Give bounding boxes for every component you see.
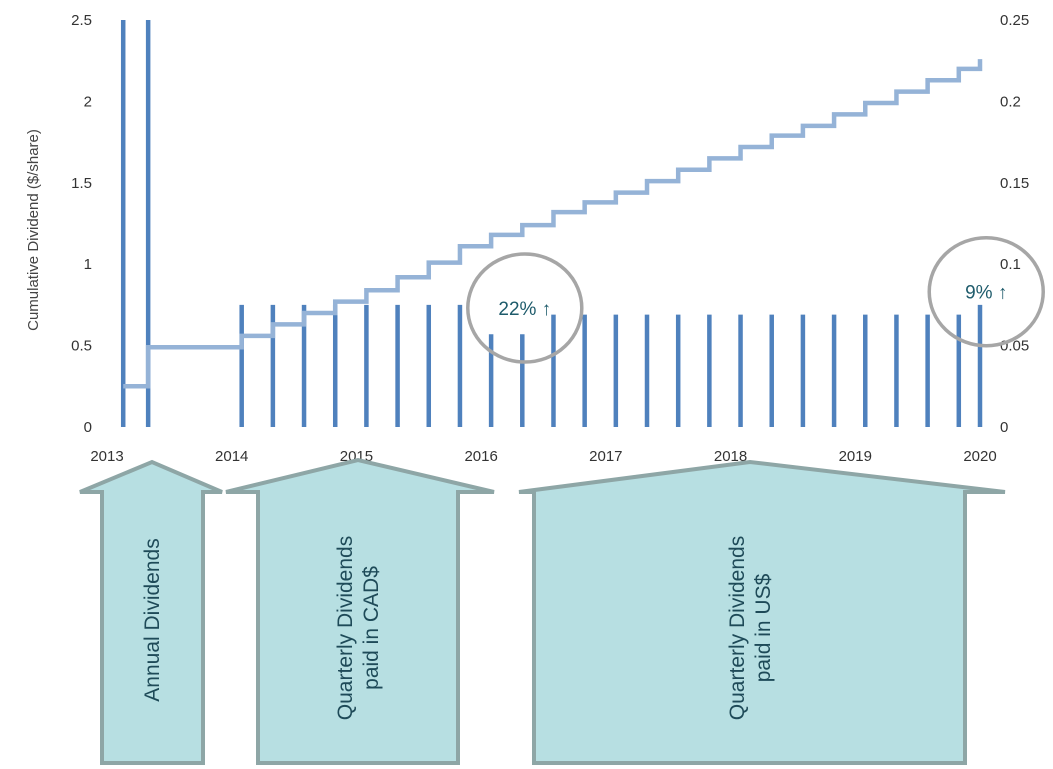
x-tick-label: 2016 (464, 448, 497, 465)
highlight-circle (466, 252, 584, 364)
period-callout: Quarterly Dividends paid in CAD$ (225, 457, 495, 765)
growth-annotation: 9% ↑ (965, 283, 1007, 304)
y-axis-label-left: Cumulative Dividend ($/share) (25, 129, 42, 331)
x-tick-label: 2014 (215, 448, 248, 465)
x-tick-label: 2020 (963, 448, 996, 465)
y-left-tick-label: 0.5 (71, 338, 92, 355)
highlight-circle (927, 235, 1045, 348)
cumulative-dividend-line (123, 59, 983, 389)
x-tick-label: 2018 (714, 448, 747, 465)
annotations: 22% ↑ 9% ↑ (466, 235, 1045, 364)
x-tick-label: 2017 (589, 448, 622, 465)
y-right-tick-label: 0.1 (1000, 256, 1021, 273)
x-tick-label: 2013 (90, 448, 123, 465)
bar-series (120, 20, 983, 427)
step-line-series (123, 59, 983, 389)
period-callouts: Annual Dividends Quarterly Dividends paid … (79, 457, 1006, 765)
y-left-tick-label: 1.5 (71, 175, 92, 192)
callout-arrow-shape (518, 459, 1006, 765)
y-left-tick-label: 2.5 (71, 12, 92, 29)
period-label: paid in US$ (752, 573, 775, 682)
y-right-tick-label: 0.2 (1000, 93, 1021, 110)
period-callout: Quarterly Dividends paid in US$ (518, 459, 1006, 765)
callout-arrow-shape (225, 457, 495, 765)
period-label: Quarterly Dividends (726, 536, 749, 720)
y-left-tick-label: 2 (84, 93, 92, 110)
period-callout: Annual Dividends (79, 459, 223, 765)
y-left-tick-label: 0 (84, 419, 92, 436)
callout-arrow-shape (79, 459, 223, 765)
y-right-tick-label: 0.15 (1000, 175, 1029, 192)
y-right-tick-label: 0.25 (1000, 12, 1029, 29)
y-right-tick-label: 0 (1000, 419, 1008, 436)
growth-annotation: 22% ↑ (498, 299, 551, 320)
period-label: paid in CAD$ (360, 566, 383, 690)
period-label: Annual Dividends (141, 538, 164, 701)
x-tick-label: 2019 (839, 448, 872, 465)
period-label: Quarterly Dividends (334, 536, 357, 720)
y-left-tick-label: 1 (84, 256, 92, 273)
